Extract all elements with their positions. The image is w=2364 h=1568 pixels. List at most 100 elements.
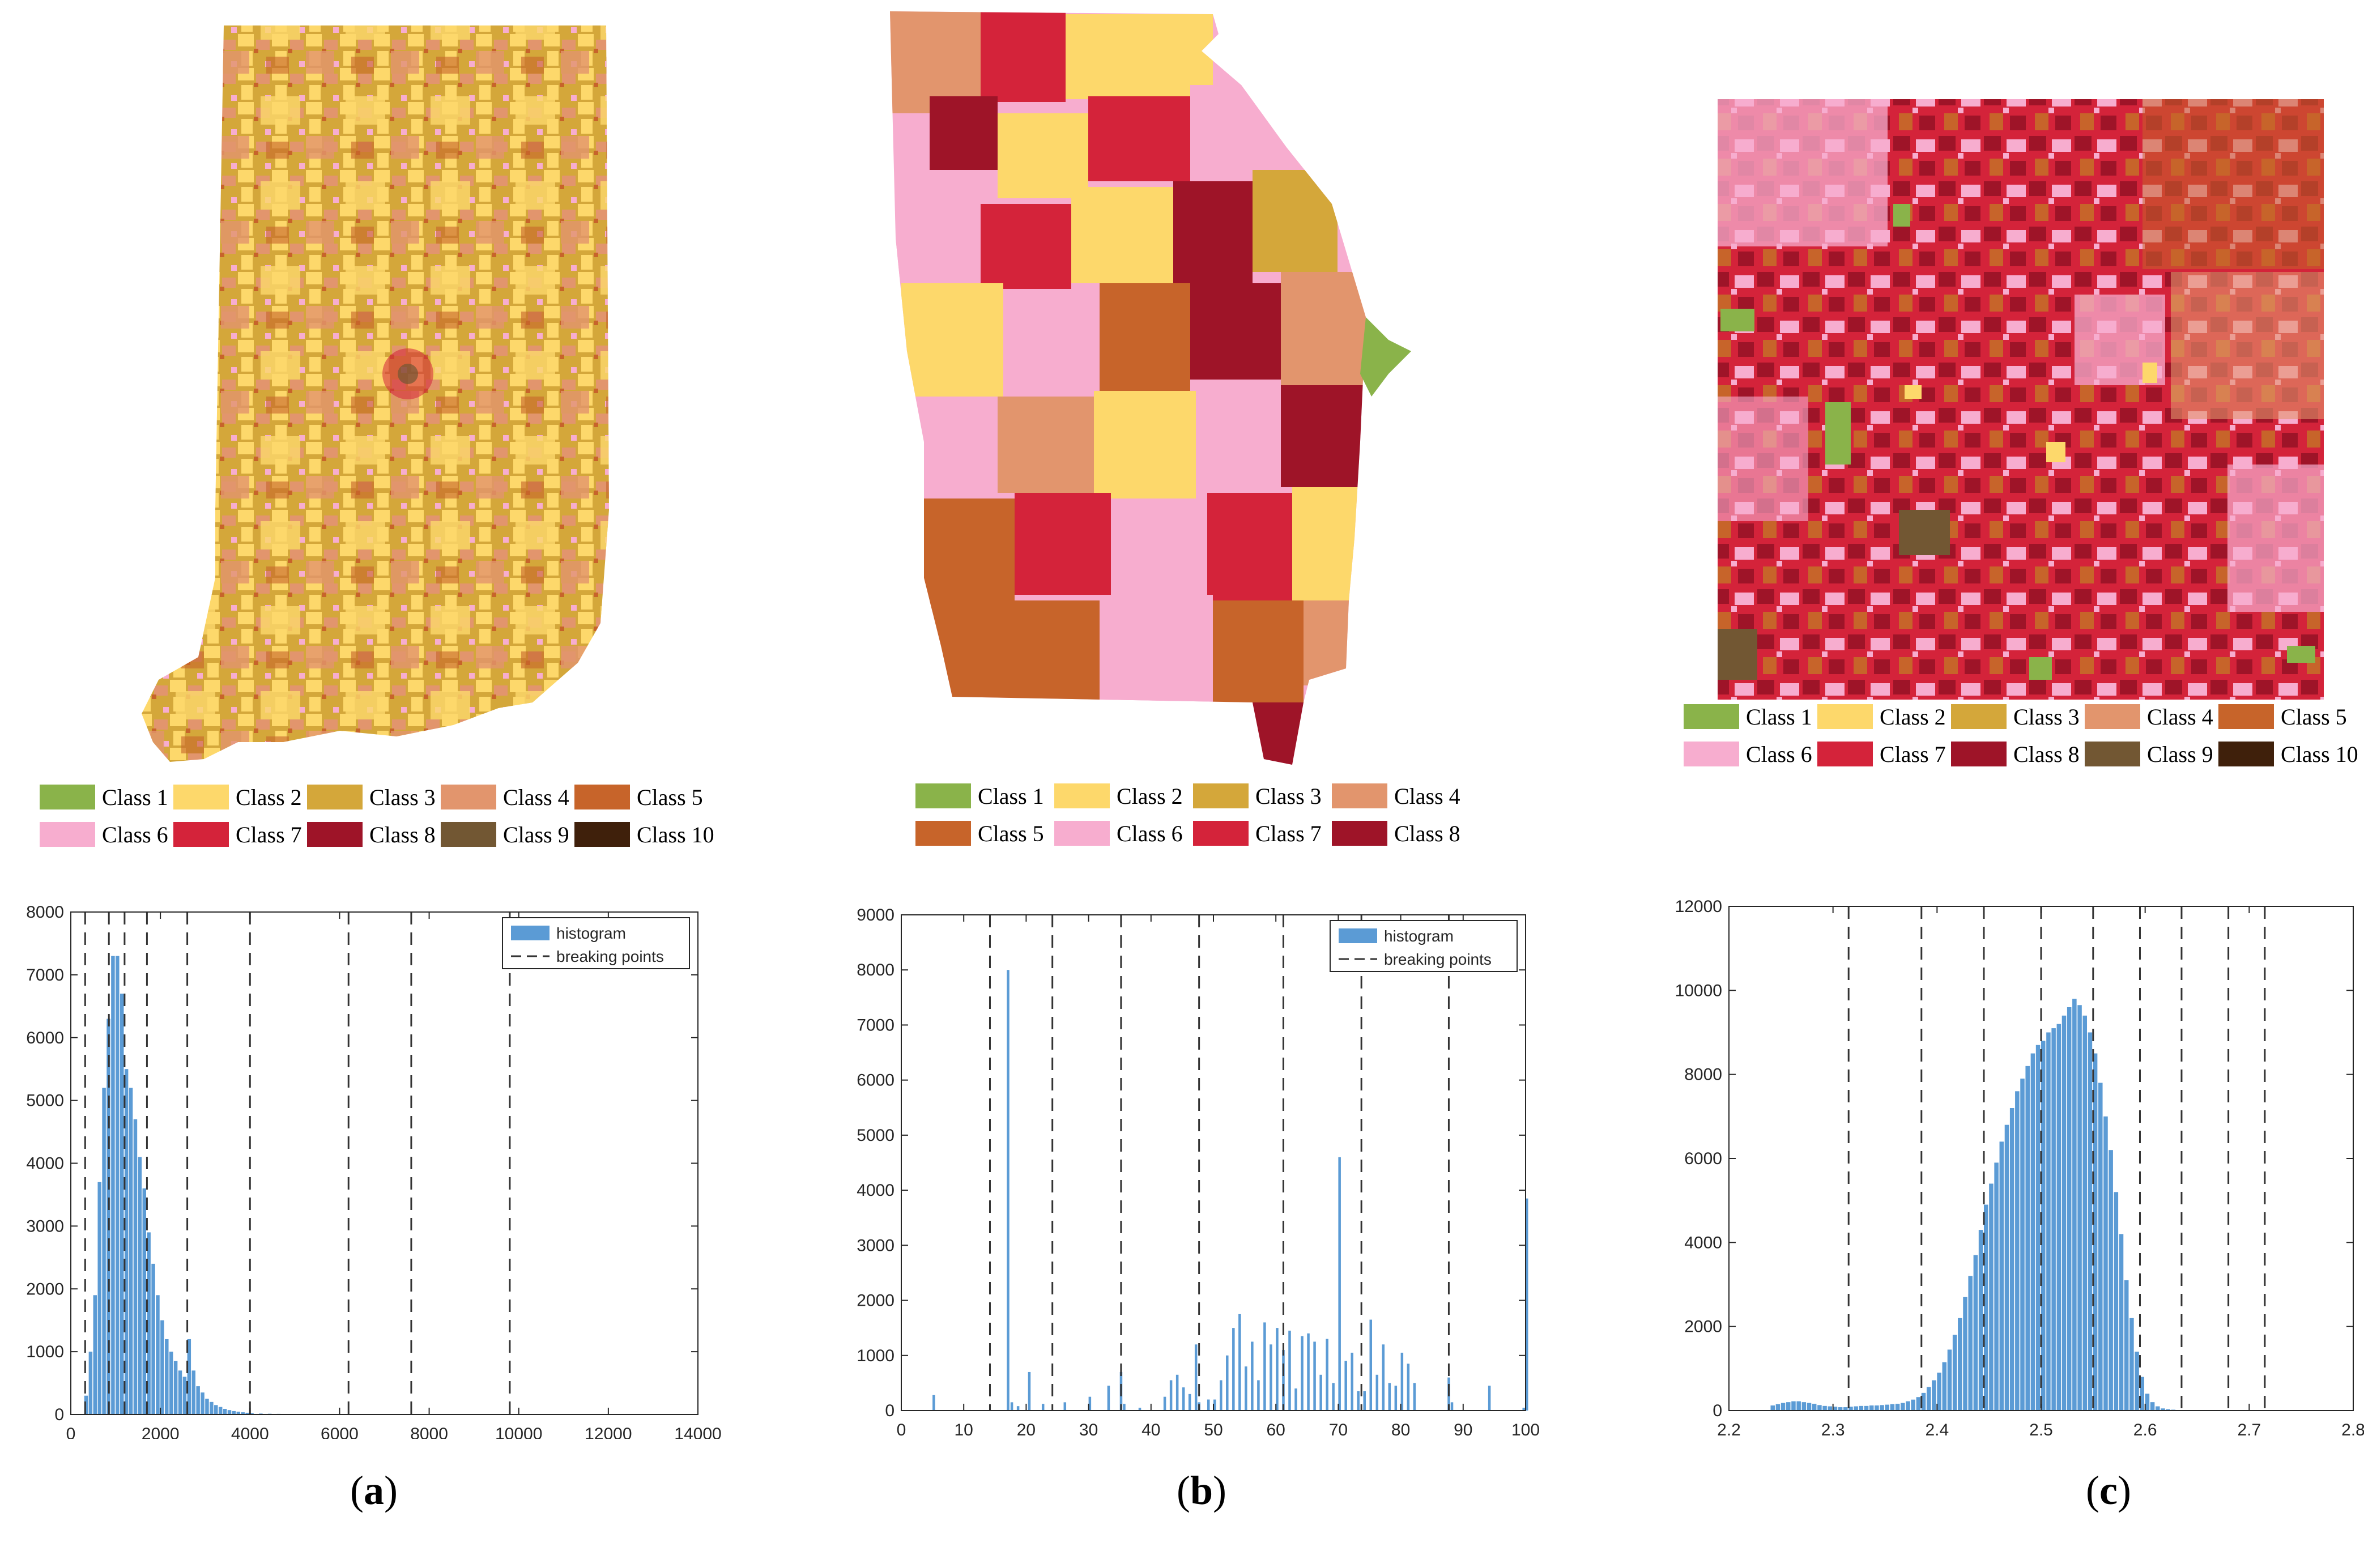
x-tick-label: 2.5 xyxy=(2029,1421,2053,1439)
y-tick-label: 1000 xyxy=(857,1347,895,1365)
legend-label: Class 10 xyxy=(637,821,714,847)
legend-label: Class 5 xyxy=(2281,704,2347,730)
histogram-bar xyxy=(1351,1352,1353,1411)
histogram-bar xyxy=(1338,1157,1341,1411)
histogram-bar xyxy=(1163,1396,1166,1411)
legend-swatch xyxy=(915,821,971,846)
legend-item: Class 3 xyxy=(1951,702,2085,731)
histogram-bar xyxy=(1786,1402,1791,1411)
y-tick-label: 8000 xyxy=(26,903,64,922)
histogram-bar xyxy=(1270,1344,1272,1411)
legend-histogram-swatch xyxy=(1339,928,1377,943)
x-tick-label: 10 xyxy=(955,1421,973,1439)
histogram-chart-a: 0 2000 4000 6000 8000 10000 12000 14000 0 1000 200… xyxy=(26,903,721,1439)
legend-label: Class 4 xyxy=(503,784,569,810)
histogram-bar xyxy=(1854,1406,1858,1411)
histogram-bar xyxy=(88,1352,93,1414)
histogram-bar xyxy=(1400,1352,1404,1411)
legend-swatch xyxy=(441,822,496,847)
histogram-bar xyxy=(1010,1402,1013,1411)
x-tick-label: 2.7 xyxy=(2237,1421,2261,1439)
histogram-bar xyxy=(2072,999,2077,1411)
legend-swatch xyxy=(2085,742,2140,766)
histogram-bar xyxy=(1226,1355,1229,1411)
histogram-bar xyxy=(1973,1255,1978,1411)
legend-swatch xyxy=(2218,742,2274,766)
y-tick-label: 4000 xyxy=(1684,1233,1722,1252)
histogram-bar xyxy=(1213,1399,1216,1411)
x-tick-label: 90 xyxy=(1454,1421,1472,1439)
legend-label: Class 6 xyxy=(1117,820,1183,846)
legend-label: Class 10 xyxy=(2281,741,2358,767)
histogram-chart-c: 2.2 2.3 2.4 2.5 2.6 2.7 2.8 0 2000 4000 6000 8000 10… xyxy=(1675,897,2364,1439)
x-tick-label: 2.2 xyxy=(1717,1421,1741,1439)
legend-item: Class 1 xyxy=(40,783,173,811)
legend-label: Class 7 xyxy=(236,821,302,847)
histogram-bar xyxy=(2041,1041,2046,1411)
histogram-bar xyxy=(1968,1276,1973,1411)
legend-label: Class 3 xyxy=(1255,783,1322,809)
legend-swatch xyxy=(2218,704,2274,729)
legend-label: Class 1 xyxy=(102,784,168,810)
x-tick-label: 2.6 xyxy=(2133,1421,2157,1439)
histogram-bar xyxy=(1838,1407,1843,1411)
legend-swatch xyxy=(307,822,363,847)
histogram-bar xyxy=(2077,1005,2082,1411)
x-tick-label: 0 xyxy=(66,1425,76,1439)
y-tick-label: 3000 xyxy=(857,1236,895,1255)
legend-histogram-label: histogram xyxy=(556,924,626,942)
histogram-bar xyxy=(1220,1380,1223,1411)
histogram-bar xyxy=(1828,1406,1833,1411)
legend-swatch xyxy=(40,822,95,847)
histogram-bar xyxy=(1895,1404,1900,1411)
histogram-bar xyxy=(142,1188,146,1414)
histogram-bar xyxy=(205,1399,209,1414)
histogram-bar xyxy=(151,1263,155,1414)
y-tick-label: 0 xyxy=(54,1405,64,1424)
legend-swatch xyxy=(2085,704,2140,729)
histogram-bar xyxy=(1926,1387,1931,1411)
y-tick-label: 9000 xyxy=(857,906,895,924)
legend-label: Class 1 xyxy=(978,783,1044,809)
legend-item: Class 6 xyxy=(1684,740,1817,768)
y-tick-label: 4000 xyxy=(26,1154,64,1173)
histogram-bar xyxy=(2114,1192,2119,1411)
x-exponent-label: ×104 xyxy=(2331,1438,2364,1439)
histogram-bar xyxy=(2135,1352,2139,1411)
legend-swatch xyxy=(1684,742,1739,766)
histogram-bar xyxy=(1175,1374,1179,1411)
legend-label: Class 4 xyxy=(1394,783,1460,809)
histogram-bar xyxy=(2030,1053,2035,1411)
legend-item: Class 4 xyxy=(441,783,574,811)
x-tick-label: 70 xyxy=(1329,1421,1348,1439)
histogram-bar xyxy=(1028,1371,1031,1411)
legend-c: Class 1 Class 2 Class 3 Class 4 Class 5 … xyxy=(1684,702,2358,768)
legend-label: Class 3 xyxy=(369,784,436,810)
histogram-bar xyxy=(1801,1402,1807,1411)
histogram-bar xyxy=(2140,1377,2145,1411)
y-tick-label: 8000 xyxy=(857,961,895,979)
x-tick-label: 100 xyxy=(1511,1421,1540,1439)
legend-label: Class 5 xyxy=(637,784,703,810)
histogram-bar xyxy=(102,1088,106,1414)
histogram-bar xyxy=(1822,1405,1827,1411)
histogram-bar xyxy=(1238,1314,1241,1411)
histogram-bar xyxy=(1413,1383,1416,1411)
histogram-bar xyxy=(138,1157,142,1414)
x-tick-label: 4000 xyxy=(231,1425,269,1439)
y-tick-label: 6000 xyxy=(26,1029,64,1047)
legend-item: Class 6 xyxy=(40,820,173,849)
legend-label: Class 9 xyxy=(2147,741,2213,767)
histogram-bar xyxy=(1522,1408,1526,1411)
legend-item: Class 1 xyxy=(1684,702,1817,731)
histogram-bar xyxy=(218,1407,223,1414)
y-tick-label: 2000 xyxy=(26,1280,64,1298)
histogram-bar xyxy=(1016,1406,1020,1411)
histogram-bar xyxy=(1885,1404,1890,1411)
histogram-bar xyxy=(2088,1032,2093,1411)
caption-c: (c) xyxy=(2086,1468,2131,1513)
caption-letter: c xyxy=(2099,1468,2118,1513)
y-tick-label: 7000 xyxy=(26,966,64,985)
legend-swatch xyxy=(915,783,971,808)
caption-letter: b xyxy=(1190,1468,1213,1513)
